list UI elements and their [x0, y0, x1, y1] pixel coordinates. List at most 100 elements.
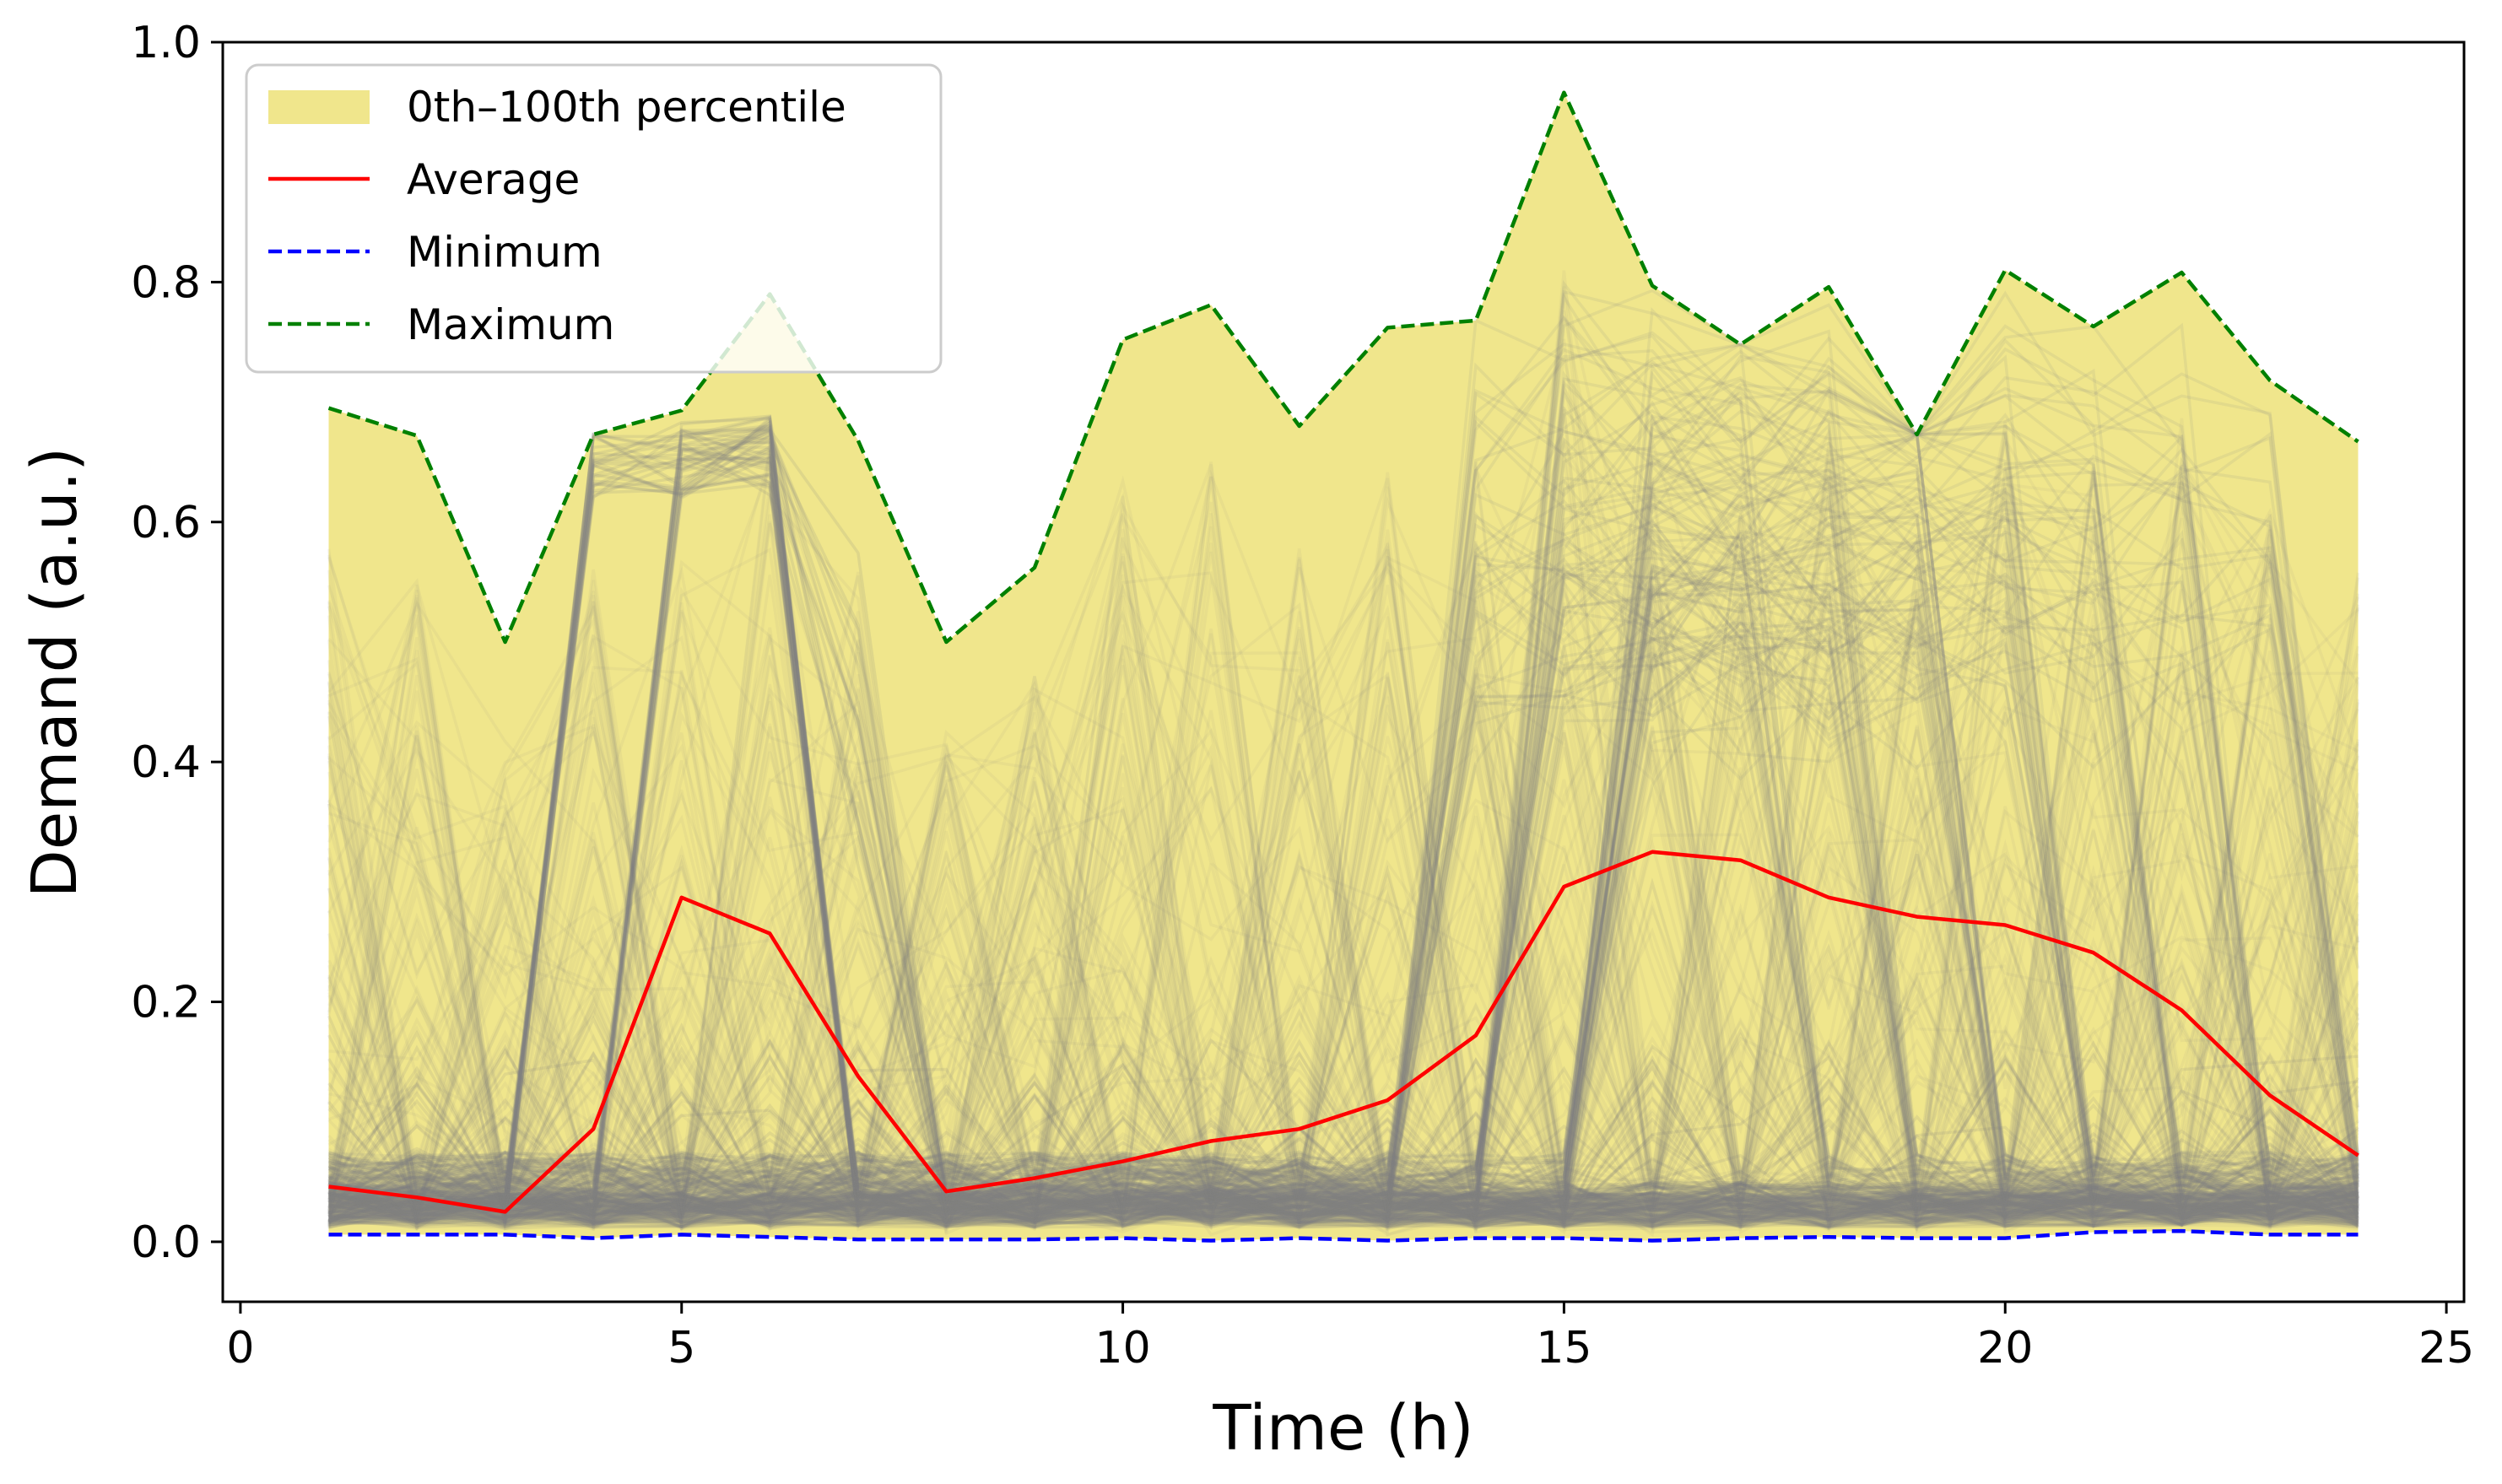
demand-profile-line: [327, 429, 2359, 1226]
demand-profile-line: [328, 446, 2359, 1225]
demand-profile-line: [327, 310, 2360, 1233]
demand-profile-line: [328, 500, 2359, 1225]
demand-profile-line: [328, 526, 2359, 1227]
demand-profile-line: [327, 1147, 2359, 1228]
demand-profile-line: [328, 290, 2360, 1217]
demand-profile-line: [327, 456, 2359, 1225]
demand-profile-line: [327, 552, 2359, 1219]
legend-label-average: Average: [407, 155, 580, 204]
demand-profile-line: [327, 575, 2360, 1231]
demand-profile-line: [328, 1080, 2359, 1228]
demand-profile-line: [327, 688, 2360, 1231]
demand-profile-line: [327, 537, 2360, 1229]
demand-profile-line: [328, 349, 2359, 1220]
x-axis-ticks: 0 5 10 15 20 25: [226, 1302, 2474, 1373]
demand-profile-line: [328, 633, 2359, 1226]
legend-swatch-band: [268, 90, 370, 124]
demand-profile-line: [328, 529, 2359, 1224]
demand-profile-line: [327, 483, 2359, 1229]
demand-profile-line: [327, 384, 2359, 1237]
demand-profile-line: [328, 580, 2359, 1220]
demand-profile-line: [328, 414, 2359, 1223]
demand-profile-line: [328, 624, 2359, 1220]
demand-profile-line: [328, 419, 2359, 1225]
demand-profile-line: [328, 1073, 2359, 1228]
demand-profile-line: [327, 441, 2359, 1229]
demand-profile-line: [327, 547, 2359, 1224]
demand-profile-line: [328, 456, 2359, 1224]
demand-profile-line: [327, 452, 2359, 1228]
demand-profile-line: [328, 457, 2359, 1218]
y-tick-label: 1.0: [131, 18, 201, 68]
demand-profile-line: [327, 463, 2360, 1223]
demand-profile-line: [328, 1043, 2359, 1228]
demand-profile-line: [328, 1191, 2359, 1228]
demand-profile-line: [328, 1190, 2359, 1226]
demand-profile-line: [328, 1085, 2359, 1229]
demand-profile-line: [327, 472, 2360, 1228]
x-tick-label: 5: [667, 1323, 695, 1373]
demand-profile-line: [328, 425, 2359, 1225]
demand-profile-line: [328, 417, 2359, 1223]
demand-profile-line: [327, 461, 2360, 1237]
demand-profile-line: [327, 567, 2359, 1220]
demand-profile-line: [328, 432, 2359, 1224]
demand-profile-line: [327, 704, 2359, 1223]
demand-profile-line: [328, 574, 2359, 1233]
demand-profile-line: [327, 602, 2359, 1234]
demand-profile-line: [328, 1092, 2359, 1227]
demand-profile-line: [328, 429, 2360, 1225]
demand-profile-line: [327, 534, 2360, 1230]
demand-profile-line: [327, 582, 2360, 1221]
demand-profile-line: [327, 479, 2359, 1236]
demand-profile-line: [327, 753, 2360, 1229]
demand-profile-line: [327, 492, 2360, 1226]
demand-profile-line: [328, 440, 2359, 1224]
demand-profile-line: [328, 502, 2359, 1221]
y-axis-label: Demand (a.u.): [19, 447, 91, 898]
demand-profile-line: [328, 315, 2359, 1223]
demand-profile-line: [327, 516, 2359, 1223]
demand-profile-line: [328, 1022, 2359, 1228]
demand-profile-line: [328, 621, 2359, 1222]
demand-profile-line: [328, 1027, 2359, 1228]
demand-profile-line: [328, 577, 2360, 1224]
demand-profile-line: [327, 354, 2359, 1216]
demand-profile-line: [328, 557, 2359, 1233]
demand-profile-line: [328, 1093, 2359, 1229]
demand-profile-line: [327, 532, 2359, 1221]
demand-profile-line: [327, 495, 2359, 1227]
demand-profile-line: [328, 541, 2359, 1222]
demand-profile-line: [328, 1185, 2359, 1229]
demand-profile-line: [328, 520, 2359, 1222]
demand-profile-line: [328, 1063, 2359, 1228]
demand-profile-line: [328, 424, 2359, 1224]
demand-profile-line: [328, 1137, 2359, 1229]
demand-profile-line: [328, 531, 2359, 1232]
demand-profile-line: [327, 515, 2359, 1217]
demand-profile-line: [328, 508, 2360, 1223]
demand-profile-line: [328, 465, 2359, 1233]
demand-profile-line: [328, 1109, 2359, 1222]
demand-profile-line: [328, 572, 2359, 1223]
y-tick-label: 0.8: [131, 257, 201, 308]
demand-profile-line: [328, 1152, 2359, 1228]
demand-profile-line: [327, 473, 2359, 1222]
demand-profile-line: [328, 1103, 2359, 1228]
demand-profile-line: [327, 476, 2360, 1231]
demand-profile-line: [327, 1071, 2359, 1228]
demand-profile-line: [328, 1190, 2359, 1228]
demand-profile-line: [327, 487, 2359, 1232]
demand-profile-line: [327, 1055, 2359, 1228]
demand-profile-line: [327, 563, 2360, 1231]
demand-profile-line: [328, 1038, 2359, 1229]
demand-profile-line: [328, 548, 2359, 1224]
demand-profile-line: [328, 1191, 2359, 1229]
demand-profile-line: [328, 458, 2359, 1223]
demand-profile-line: [327, 364, 2360, 1221]
demand-profile-line: [328, 1190, 2359, 1229]
demand-profile-line: [328, 370, 2359, 1221]
demand-profile-line: [327, 559, 2360, 1230]
demand-profile-line: [328, 1051, 2359, 1225]
demand-profile-line: [327, 438, 2359, 1225]
